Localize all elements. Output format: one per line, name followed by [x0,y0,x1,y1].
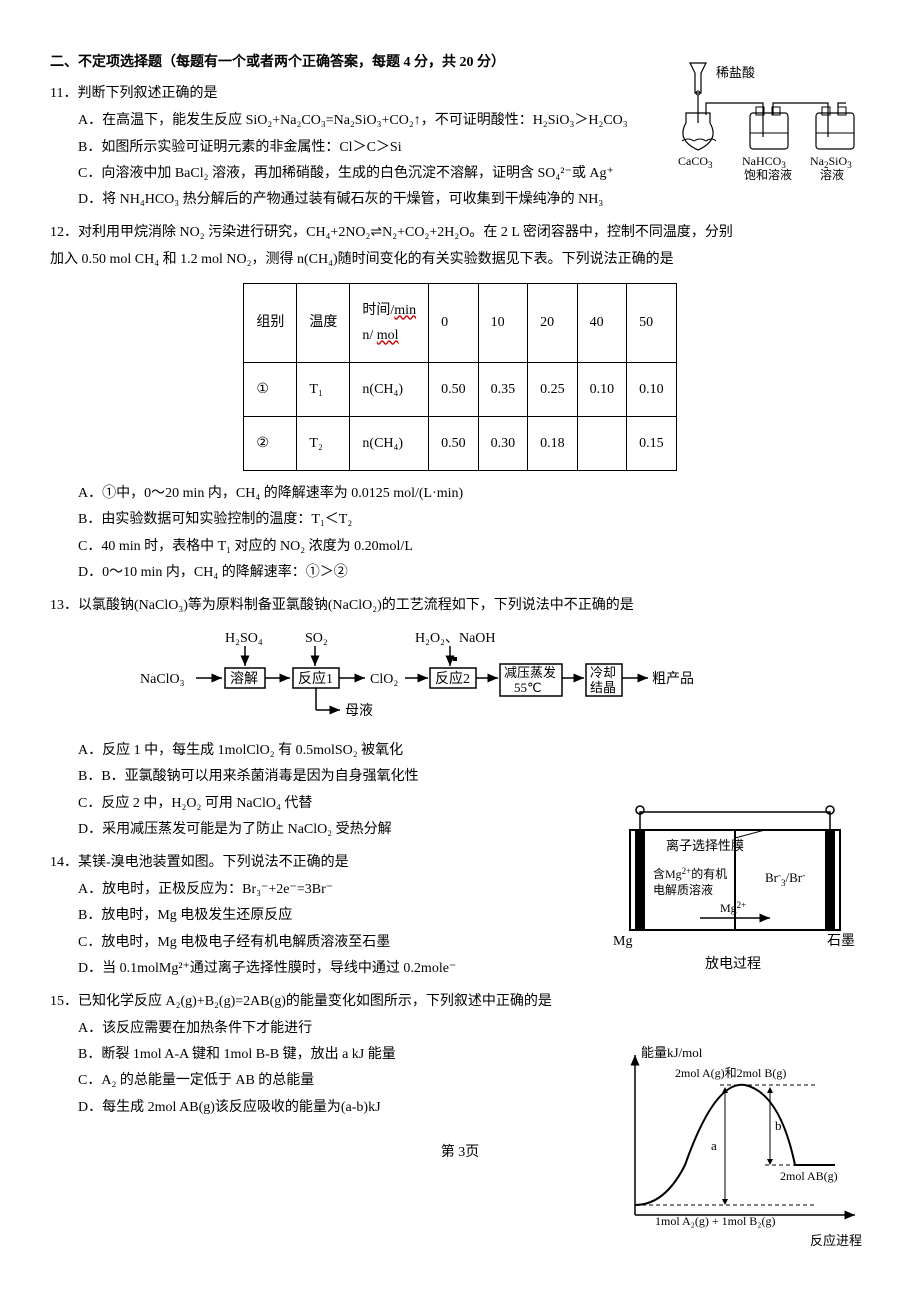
th-0: 0 [429,283,479,362]
svg-text:ClO₂: ClO₂ [370,672,398,687]
question-14: 14．某镁-溴电池装置如图。下列说法不正确的是 A．放电时，正极反应为：Br₃⁻… [50,850,870,981]
q12-stem-2: 加入 0.50 mol CH₄ 和 1.2 mol NO₂，测得 n(CH₄)随… [50,247,870,272]
q15-option-d: D．每生成 2mol AB(g)该反应吸收的能量为(a-b)kJ [50,1095,870,1120]
q14-option-a: A．放电时，正极反应为：Br₃⁻+2e⁻=3Br⁻ [50,877,870,902]
svg-text:H₂SO₄: H₂SO₄ [225,631,263,646]
q14-stem: 14．某镁-溴电池装置如图。下列说法不正确的是 [50,850,870,875]
q15-option-a: A．该反应需要在加热条件下才能进行 [50,1016,870,1041]
svg-text:减压蒸发: 减压蒸发 [504,665,556,680]
th-40: 40 [577,283,627,362]
svg-text:H₂O₂、NaOH: H₂O₂、NaOH [415,631,496,646]
svg-text:母液: 母液 [345,703,373,719]
svg-text:结晶: 结晶 [590,680,616,695]
q12-option-d: D．0～10 min 内，CH₄ 的降解速率：①＞② [50,560,870,585]
flow-diagram: H₂SO₄ SO₂ H₂O₂、NaOH NaClO₃ 溶解 反应1 ClO₂ 反… [130,628,870,728]
th-time: 时间/minn/ mol [350,283,429,362]
th-10: 10 [478,283,528,362]
question-12: 12．对利用甲烷消除 NO₂ 污染进行研究，CH₄+2NO₂⇌N₂+CO₂+2H… [50,220,870,585]
q15-option-c: C．A₂ 的总能量一定低于 AB 的总能量 [50,1068,870,1093]
svg-text:SO₂: SO₂ [305,631,328,646]
q12-option-c: C．40 min 时，表格中 T₁ 对应的 NO₂ 浓度为 0.20mol/L [50,534,870,559]
svg-text:NaClO₃: NaClO₃ [140,672,185,687]
q15-option-b: B．断裂 1mol A-A 键和 1mol B-B 键，放出 a kJ 能量 [50,1042,870,1067]
svg-text:溶解: 溶解 [230,671,258,687]
q11-option-d: D．将 NH₄HCO₃ 热分解后的产物通过装有碱石灰的干燥管，可收集到干燥纯净的… [50,187,870,212]
svg-text:2mol AB(g): 2mol AB(g) [780,1169,838,1183]
th-50: 50 [627,283,677,362]
svg-text:a: a [711,1138,717,1153]
table-row: ① T₁ n(CH₄) 0.50 0.35 0.25 0.10 0.10 [244,362,676,416]
q14-option-d: D．当 0.1molMg²⁺通过离子选择性膜时，导线中通过 0.2mole⁻ [50,956,870,981]
q12-stem-1: 12．对利用甲烷消除 NO₂ 污染进行研究，CH₄+2NO₂⇌N₂+CO₂+2H… [50,220,870,245]
q11-stem: 11．判断下列叙述正确的是 [50,81,870,106]
question-15: 15．已知化学反应 A₂(g)+B₂(g)=2AB(g)的能量变化如图所示，下列… [50,989,870,1120]
q11-option-c: C．向溶液中加 BaCl₂ 溶液，再加稀硝酸，生成的白色沉淀不溶解，证明含 SO… [50,161,870,186]
table-row: ② T₂ n(CH₄) 0.50 0.30 0.18 0.15 [244,417,676,471]
q13-stem: 13．以氯酸钠(NaClO₃)等为原料制备亚氯酸钠(NaClO₂)的工艺流程如下… [50,593,870,618]
svg-text:反应1: 反应1 [298,670,333,687]
q11-option-b: B．如图所示实验可证明元素的非金属性：Cl＞C＞Si [50,135,870,160]
th-temp: 温度 [297,283,350,362]
svg-text:反应2: 反应2 [435,670,470,687]
q11-option-a: A．在高温下，能发生反应 SiO₂+Na₂CO₃=Na₂SiO₃+CO₂↑，不可… [50,108,870,133]
hcl-label: 稀盐酸 [716,65,755,80]
svg-text:粗产品: 粗产品 [652,671,694,687]
svg-text:冷却: 冷却 [590,665,616,680]
q12-option-b: B．由实验数据可知实验控制的温度：T₁＜T₂ [50,507,870,532]
svg-text:b: b [775,1118,782,1133]
svg-text:55℃: 55℃ [514,680,542,695]
th-group: 组别 [244,283,297,362]
q12-option-a: A．①中，0～20 min 内，CH₄ 的降解速率为 0.0125 mol/(L… [50,481,870,506]
table-header-row: 组别 温度 时间/minn/ mol 0 10 20 40 50 [244,283,676,362]
q13-option-b: B．B．亚氯酸钠可以用来杀菌消毒是因为自身强氧化性 [50,764,870,789]
question-11: 11．判断下列叙述正确的是 A．在高温下，能发生反应 SiO₂+Na₂CO₃=N… [50,81,870,212]
svg-text:1mol A₂(g) + 1mol B₂(g): 1mol A₂(g) + 1mol B₂(g) [655,1214,775,1228]
q14-option-b: B．放电时，Mg 电极发生还原反应 [50,903,870,928]
q15-stem: 15．已知化学反应 A₂(g)+B₂(g)=2AB(g)的能量变化如图所示，下列… [50,989,870,1014]
q13-option-a: A．反应 1 中，每生成 1molClO₂ 有 0.5molSO₂ 被氧化 [50,738,870,763]
svg-text:反应进程: 反应进程 [810,1233,862,1248]
q14-option-c: C．放电时，Mg 电极电子经有机电解质溶液至石墨 [50,930,870,955]
data-table: 组别 温度 时间/minn/ mol 0 10 20 40 50 ① T₁ n(… [243,283,676,472]
th-20: 20 [528,283,578,362]
